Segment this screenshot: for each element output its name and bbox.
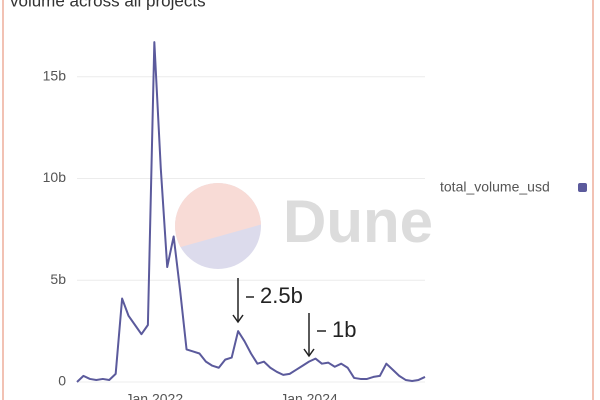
annotation-arrowhead [303,348,315,358]
watermark-text: Dune [283,188,433,255]
chart-title: volume across all projects [10,0,206,10]
watermark [175,183,261,269]
legend-label: total_volume_usd [440,179,550,195]
y-tick-label: 15b [43,67,67,83]
annotation: 1b [332,317,356,342]
annotation: 2.5b [260,283,303,308]
x-tick-label: Jan 2024 [280,391,338,400]
annotation-arrowhead [232,314,244,324]
y-tick-label: 10b [43,169,67,185]
line [76,41,426,383]
legend-swatch [578,183,587,192]
x-tick-label: Jan 2022 [126,391,184,400]
y-tick-label: 0 [58,373,66,389]
y-tick-label: 5b [50,271,66,287]
